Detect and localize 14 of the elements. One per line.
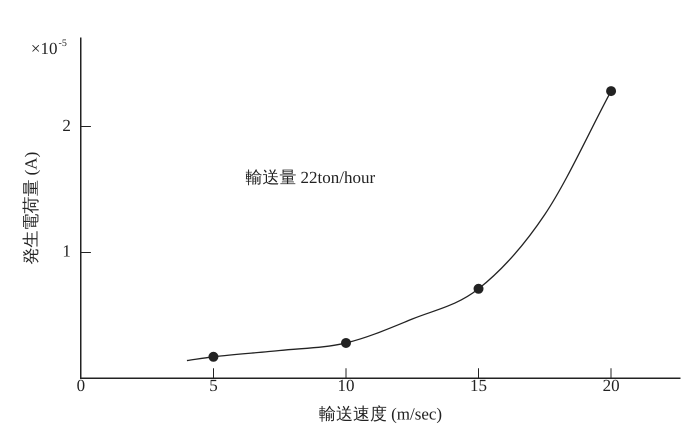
y-axis-title: 発生電荷量 (A) bbox=[22, 152, 41, 265]
point bbox=[340, 338, 351, 348]
x-tick-label: 20 bbox=[602, 376, 620, 395]
point bbox=[606, 86, 616, 96]
x-axis-title: 輸送速度 (m/sec) bbox=[318, 404, 442, 424]
annotation: 輸送量 22ton/hour bbox=[245, 168, 376, 188]
point bbox=[208, 352, 218, 362]
x-tick-label: 5 bbox=[209, 376, 218, 395]
y-tick-label: 2 bbox=[62, 116, 71, 135]
x-tick-label: 0 bbox=[76, 376, 86, 395]
x-tick-label: 15 bbox=[470, 376, 488, 395]
point bbox=[474, 284, 484, 294]
x-tick-label: 10 bbox=[337, 376, 354, 395]
y-tick-label: 1 bbox=[62, 242, 71, 261]
